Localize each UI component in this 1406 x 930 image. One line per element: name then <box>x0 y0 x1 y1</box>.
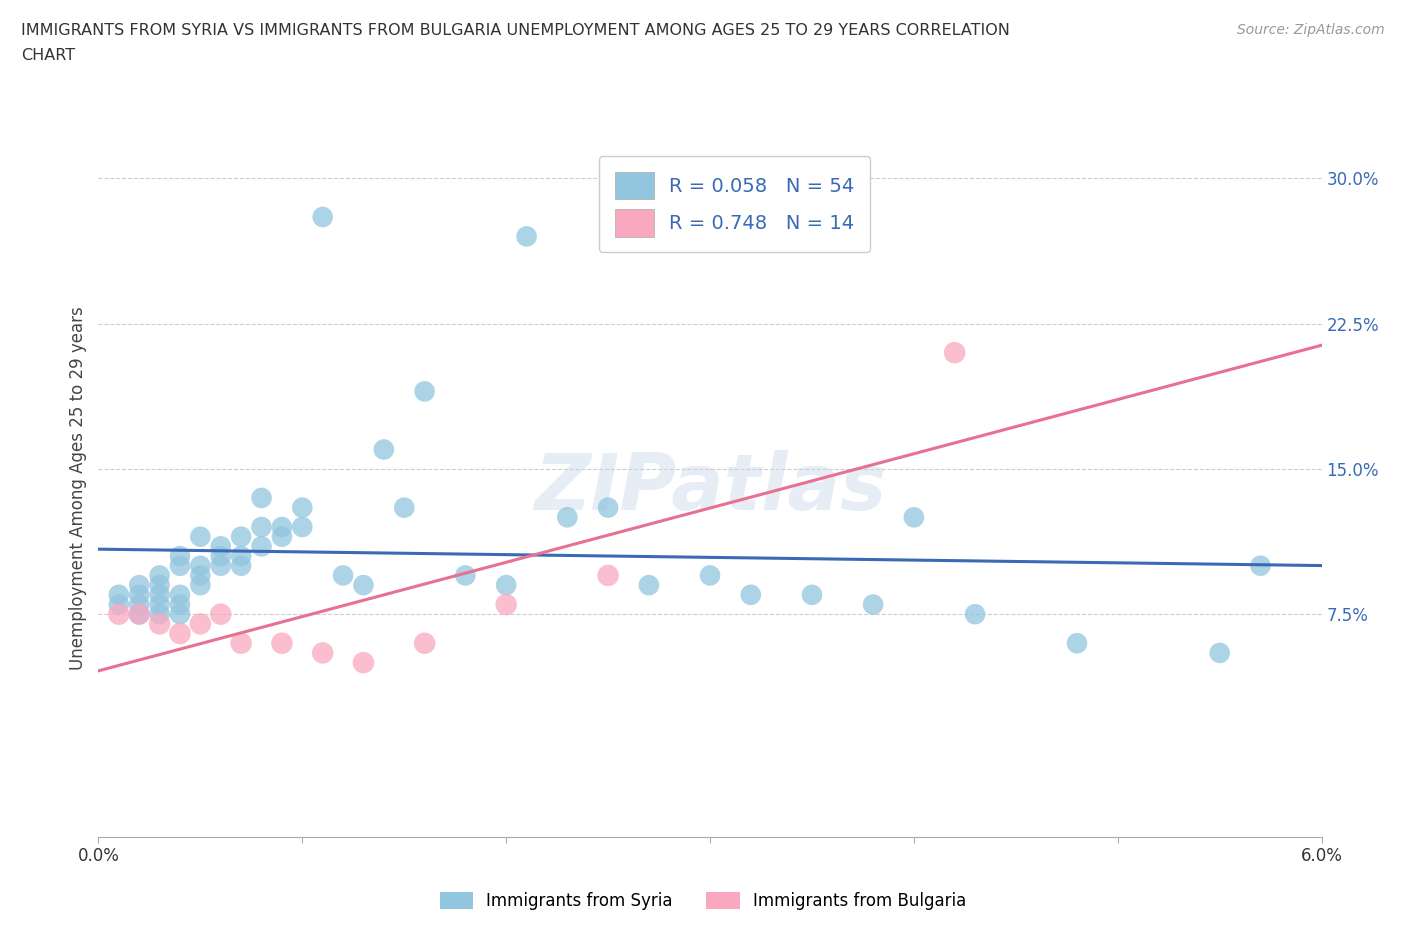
Point <box>1066 636 1088 651</box>
Point <box>1208 645 1232 660</box>
Point <box>188 568 212 583</box>
Point <box>291 520 314 535</box>
Legend: Immigrants from Syria, Immigrants from Bulgaria: Immigrants from Syria, Immigrants from B… <box>433 885 973 917</box>
Y-axis label: Unemployment Among Ages 25 to 29 years: Unemployment Among Ages 25 to 29 years <box>69 306 87 671</box>
Point <box>373 442 395 457</box>
Point <box>699 568 721 583</box>
Point <box>231 558 253 573</box>
Point <box>209 558 232 573</box>
Point <box>209 539 232 554</box>
Text: Source: ZipAtlas.com: Source: ZipAtlas.com <box>1237 23 1385 37</box>
Point <box>413 636 436 651</box>
Point <box>169 558 191 573</box>
Point <box>188 529 212 544</box>
Point <box>149 578 172 592</box>
Point <box>149 597 172 612</box>
Point <box>169 606 191 621</box>
Point <box>169 626 191 641</box>
Point <box>128 597 150 612</box>
Point <box>149 617 172 631</box>
Point <box>209 549 232 564</box>
Legend: R = 0.058   N = 54, R = 0.748   N = 14: R = 0.058 N = 54, R = 0.748 N = 14 <box>599 156 870 252</box>
Point <box>495 578 517 592</box>
Text: ZIPatlas: ZIPatlas <box>534 450 886 526</box>
Point <box>188 578 212 592</box>
Point <box>188 617 212 631</box>
Point <box>250 520 273 535</box>
Point <box>128 578 150 592</box>
Point <box>270 636 292 651</box>
Point <box>169 588 191 603</box>
Point <box>598 568 620 583</box>
Point <box>270 529 292 544</box>
Point <box>231 529 253 544</box>
Point <box>291 500 314 515</box>
Point <box>128 606 150 621</box>
Point <box>231 636 253 651</box>
Point <box>169 597 191 612</box>
Point <box>903 510 925 525</box>
Point <box>231 549 253 564</box>
Point <box>495 597 517 612</box>
Point <box>352 578 374 592</box>
Point <box>332 568 354 583</box>
Point <box>311 645 335 660</box>
Point <box>270 520 292 535</box>
Point <box>169 549 191 564</box>
Point <box>188 558 212 573</box>
Text: IMMIGRANTS FROM SYRIA VS IMMIGRANTS FROM BULGARIA UNEMPLOYMENT AMONG AGES 25 TO : IMMIGRANTS FROM SYRIA VS IMMIGRANTS FROM… <box>21 23 1010 38</box>
Point <box>801 588 824 603</box>
Point <box>392 500 416 515</box>
Point <box>149 588 172 603</box>
Point <box>516 229 538 244</box>
Point <box>598 500 620 515</box>
Point <box>149 568 172 583</box>
Point <box>128 606 150 621</box>
Point <box>740 588 762 603</box>
Point <box>637 578 661 592</box>
Point <box>963 606 986 621</box>
Point <box>943 345 966 360</box>
Point <box>413 384 436 399</box>
Point <box>454 568 477 583</box>
Point <box>250 490 273 505</box>
Point <box>128 588 150 603</box>
Point <box>250 539 273 554</box>
Point <box>862 597 884 612</box>
Point <box>352 656 374 671</box>
Point <box>108 606 131 621</box>
Point <box>555 510 579 525</box>
Text: CHART: CHART <box>21 48 75 63</box>
Point <box>209 606 232 621</box>
Point <box>1249 558 1271 573</box>
Point <box>149 606 172 621</box>
Point <box>108 588 131 603</box>
Point <box>108 597 131 612</box>
Point <box>311 209 335 224</box>
